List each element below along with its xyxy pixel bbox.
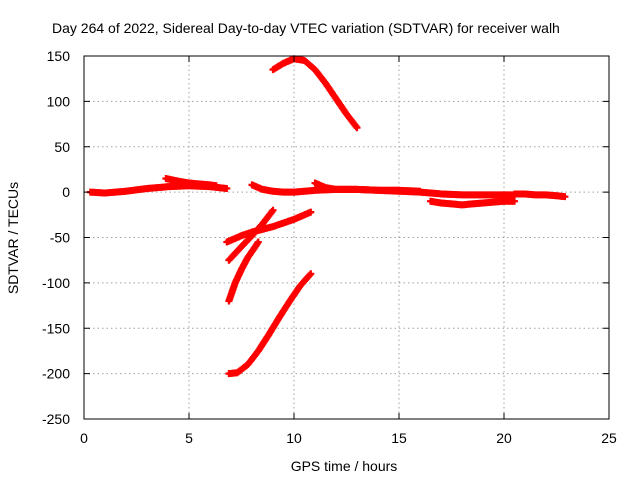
y-tick-label: -150 [42, 320, 70, 336]
data-point [307, 208, 315, 216]
series-track-10 [225, 238, 262, 305]
series-track-6 [511, 190, 569, 201]
x-tick-label: 10 [286, 430, 302, 446]
x-axis-tick-labels: 0 5 10 15 20 25 [80, 430, 617, 446]
y-tick-label: -100 [42, 275, 70, 291]
x-axis-label: GPS time / hours [291, 458, 398, 474]
y-tick-label: 50 [54, 139, 70, 155]
y-axis-tick-labels: -250 -200 -150 -100 -50 0 50 100 150 [42, 48, 70, 427]
x-tick-label: 25 [601, 430, 617, 446]
series-track-11 [225, 270, 315, 378]
data-point [254, 238, 262, 246]
y-tick-label: -200 [42, 366, 70, 382]
x-tick-label: 5 [185, 430, 193, 446]
x-tick-label: 0 [80, 430, 88, 446]
y-tick-label: -50 [50, 230, 70, 246]
y-tick-label: 0 [62, 184, 70, 200]
series-track-5 [427, 197, 518, 209]
y-axis-label: SDTVAR / TECUs [5, 182, 21, 294]
y-tick-label: 100 [47, 93, 71, 109]
chart-title: Day 264 of 2022, Sidereal Day-to-day VTE… [52, 20, 560, 36]
series-track-7 [269, 55, 361, 132]
data-points [86, 55, 569, 378]
data-point [269, 206, 277, 214]
data-point [307, 270, 315, 278]
x-tick-label: 20 [496, 430, 512, 446]
y-tick-label: 150 [47, 48, 71, 64]
y-tick-label: -250 [42, 411, 70, 427]
data-point [561, 193, 569, 201]
series-track-9 [225, 206, 277, 264]
data-point [511, 197, 518, 205]
axis-ticks [83, 55, 610, 420]
series-track-4 [311, 179, 518, 199]
x-tick-label: 15 [391, 430, 407, 446]
data-point [223, 184, 231, 192]
data-point [353, 124, 361, 132]
series-track-8 [223, 208, 315, 246]
series-track-2 [162, 175, 220, 190]
data-point [212, 182, 220, 190]
